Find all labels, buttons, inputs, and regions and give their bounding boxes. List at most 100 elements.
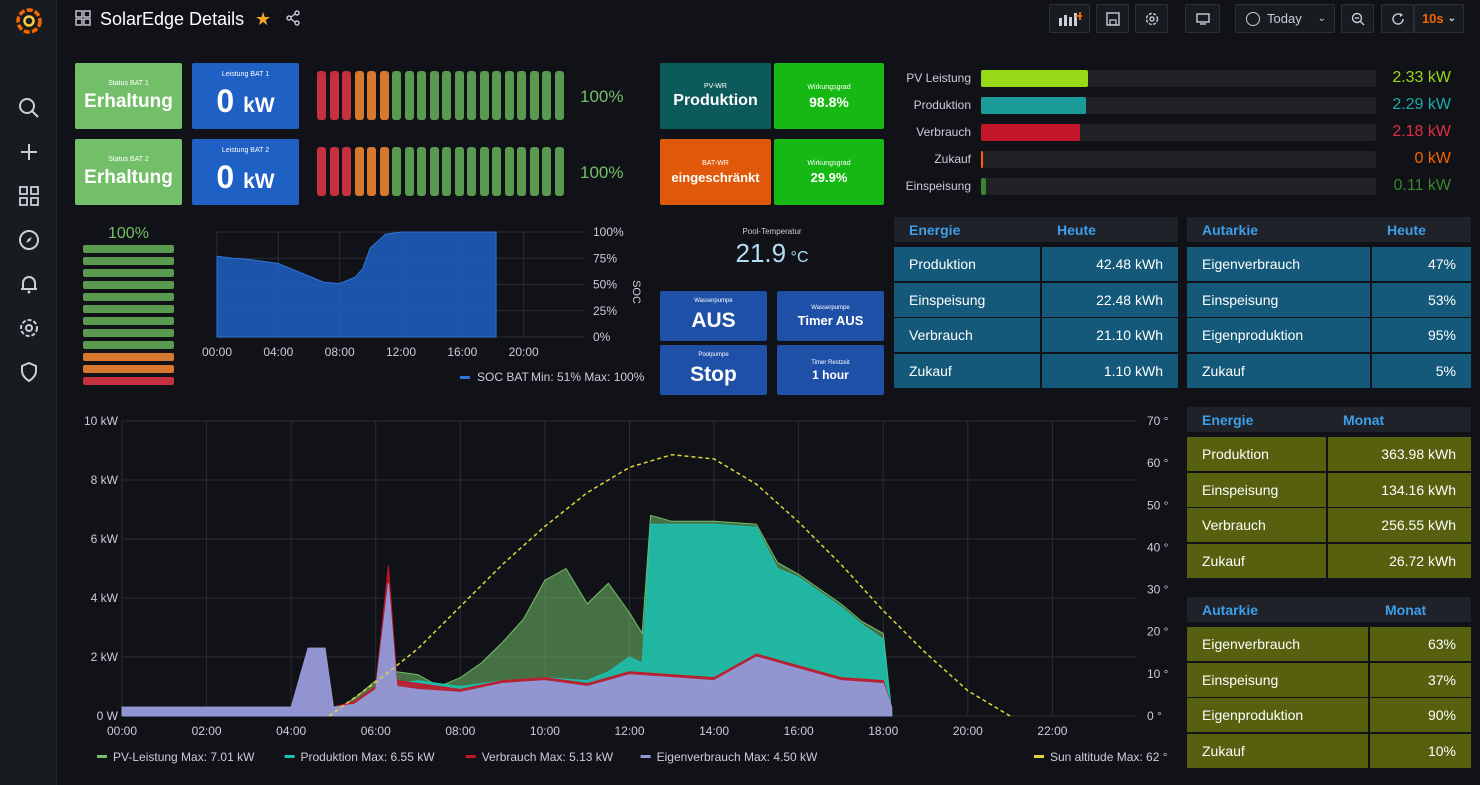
soc-x-tick: 00:00 (202, 345, 232, 359)
legend-swatch (284, 755, 295, 758)
water-pump-timer-panel: Wasserpumpe Timer AUS (777, 291, 884, 341)
refresh-button[interactable] (1381, 4, 1414, 33)
gauge-segment (542, 147, 551, 196)
table-cell-value: 63% (1370, 627, 1471, 661)
legend-swatch (1034, 755, 1044, 758)
plus-icon[interactable] (17, 140, 41, 164)
add-panel-button[interactable] (1049, 4, 1090, 33)
status-bat1-title: Status BAT 1 (108, 80, 149, 87)
gauge-segment (442, 147, 451, 196)
grafana-logo-icon[interactable] (14, 6, 44, 36)
table-header-cell[interactable]: Autarkie (1202, 222, 1259, 238)
gauge-segment (404, 71, 414, 120)
pool-pump-title: Poolpumpe (698, 352, 729, 358)
water-pump-title: Wasserpumpe (694, 298, 733, 304)
gauge-segment (83, 245, 174, 253)
legend-swatch (97, 755, 107, 758)
power-bar-track (981, 97, 1376, 114)
table-cell-label: Zukauf (1187, 733, 1368, 768)
pvwr-eff-value: 98.8% (809, 94, 849, 110)
autarkie-monat-table: Autarkie Monat Eigenverbrauch 63% Einspeisun… (1187, 597, 1471, 768)
gauge-segment (467, 71, 476, 120)
pool-temp-title: Pool-Temperatur (742, 227, 802, 236)
soc-y-tick: 100% (593, 225, 624, 239)
dashboards-icon[interactable] (17, 184, 41, 208)
explore-compass-icon[interactable] (17, 228, 41, 252)
table-cell-value: 363.98 kWh (1328, 437, 1471, 471)
table-header-cell[interactable]: Monat (1385, 602, 1427, 618)
table-header-cell[interactable]: Monat (1343, 412, 1385, 428)
power-bat1-value: 0 kW (216, 83, 275, 119)
soc-y-tick: 50% (593, 278, 617, 292)
monitor-icon (1195, 12, 1210, 25)
power-bar-fill (981, 178, 987, 195)
table-cell-label: Verbrauch (894, 318, 1040, 352)
settings-gear-icon[interactable] (17, 316, 41, 340)
energie-heute-table: Energie Heute Produktion 42.48 kWh Einspeisu… (894, 217, 1178, 388)
gauge-segment (492, 147, 501, 196)
pvwr-status-panel: PV-WR Produktion (660, 63, 771, 129)
top-navbar: SolarEdge Details ★ Today ⌄ 10s ⌄ (57, 0, 1480, 40)
soc-x-tick: 04:00 (263, 345, 293, 359)
table-header-cell[interactable]: Heute (1057, 222, 1096, 238)
dashboard-title[interactable]: SolarEdge Details (100, 9, 245, 29)
legend-label: Sun altitude Max: 62 ° (1050, 750, 1168, 764)
table-header-cell[interactable]: Autarkie (1202, 602, 1259, 618)
gauge-segment (479, 71, 489, 120)
main-y-tick: 0 W (97, 709, 119, 723)
table-header-cell[interactable]: Heute (1387, 222, 1426, 238)
power-bar-value: 2.33 kW (1392, 69, 1451, 86)
power-bar-row: Einspeisung 0.11 kW (900, 176, 1460, 198)
table-cell-value: 256.55 kWh (1328, 508, 1471, 542)
main-y2-tick: 40 ° (1147, 540, 1169, 554)
table-cell-label: Zukauf (894, 353, 1040, 388)
main-y-tick: 6 kW (91, 532, 119, 546)
pvwr-eff-title: Wirkungsgrad (807, 84, 851, 91)
gauge-segment (429, 71, 439, 120)
power-bars-panel: PV Leistung 2.33 kW Produktion 2.29 kW Verbr… (900, 68, 1460, 203)
dashboard-grid-icon (75, 10, 91, 26)
main-y2-tick: 10 ° (1147, 667, 1169, 681)
table-header-cell[interactable]: Energie (1202, 412, 1254, 428)
pool-temp-value: 21.9 °C (735, 238, 809, 268)
time-range-picker[interactable]: Today ⌄ (1235, 4, 1335, 33)
autarkie-heute-table: Autarkie Heute Eigenverbrauch 47% Einspeisun… (1187, 217, 1471, 388)
water-pump-value: AUS (691, 309, 736, 332)
table-cell-label: Verbrauch (1187, 508, 1326, 542)
gauge-segment (467, 147, 476, 196)
gauge-segment (554, 71, 564, 120)
power-bar-fill (981, 151, 983, 168)
favorite-star-icon[interactable]: ★ (255, 9, 272, 29)
main-x-tick: 18:00 (868, 724, 898, 738)
table-cell-value: 37% (1370, 662, 1471, 697)
status-bat2-value: Erhaltung (84, 167, 173, 188)
time-range-label: Today (1267, 11, 1302, 26)
main-y-tick: 8 kW (91, 473, 119, 487)
soc-legend-label: SOC BAT (477, 370, 529, 384)
gauge-segment (517, 71, 526, 120)
gauge-segment (367, 71, 376, 120)
dashboard-settings-button[interactable] (1135, 4, 1168, 33)
save-dashboard-button[interactable] (1096, 4, 1129, 33)
table-cell-label: Einspeisung (1187, 282, 1370, 317)
shield-icon[interactable] (17, 360, 41, 384)
refresh-icon (1391, 12, 1404, 25)
alerting-bell-icon[interactable] (17, 272, 41, 296)
legend-swatch (640, 755, 651, 758)
status-bat2-panel: Status BAT 2 Erhaltung (75, 139, 182, 205)
soc-x-tick: 08:00 (325, 345, 355, 359)
cycle-view-mode-button[interactable] (1185, 4, 1220, 33)
power-bar-label: Einspeisung (905, 179, 971, 193)
table-header-cell[interactable]: Energie (909, 222, 961, 238)
power-bar-track (981, 151, 1376, 168)
share-icon[interactable] (285, 10, 301, 26)
power-bat1-panel: Leistung BAT 1 0 kW (192, 63, 299, 129)
water-pump-timer-title: Wasserpumpe (811, 305, 850, 311)
zoom-out-button[interactable] (1341, 4, 1374, 33)
search-icon[interactable] (17, 96, 41, 120)
power-bat2-title: Leistung BAT 2 (221, 147, 270, 154)
refresh-interval-picker[interactable]: 10s ⌄ (1414, 4, 1464, 33)
table-header: Autarkie Heute (1187, 217, 1471, 242)
gauge-segment (542, 71, 551, 120)
gauge-segment (329, 71, 339, 120)
